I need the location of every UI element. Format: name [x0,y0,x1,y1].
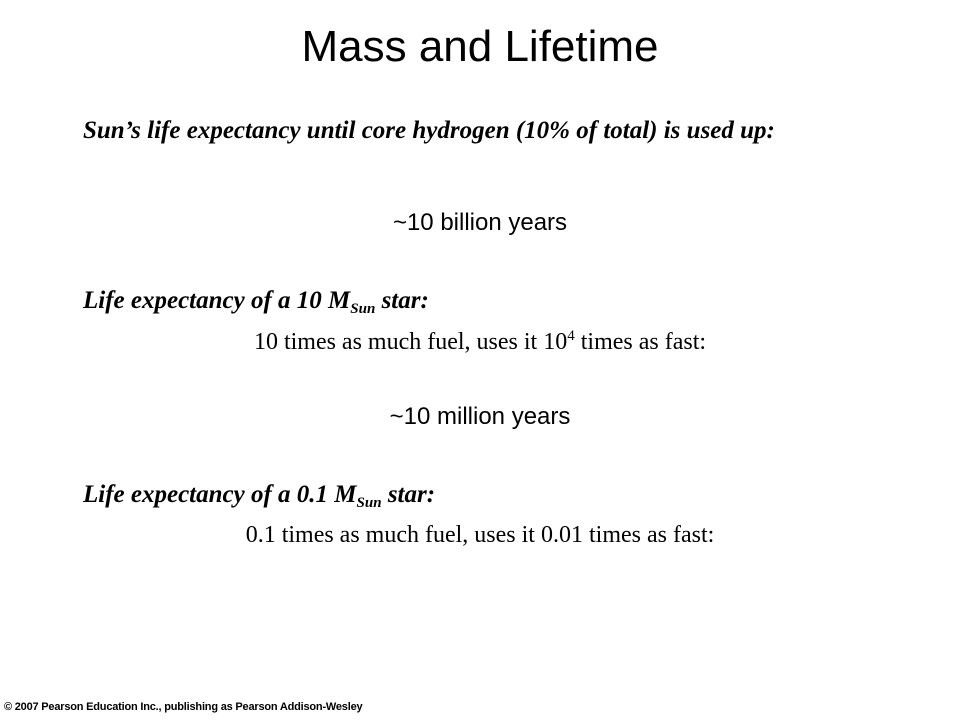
low-mass-star-heading-subscript: Sun [356,495,382,511]
low-mass-star-heading-prefix: Life expectancy of a 0.1 M [83,481,357,508]
massive-star-heading: Life expectancy of a 10 MSun star: [83,284,429,318]
low-mass-star-heading: Life expectancy of a 0.1 MSun star: [83,478,435,512]
low-mass-star-detail: 0.1 times as much fuel, uses it 0.01 tim… [245,522,715,548]
massive-star-detail-exponent: 4 [567,328,575,344]
massive-star-heading-suffix: star: [375,287,429,314]
low-mass-star-heading-suffix: star: [381,481,436,508]
sun-life-expectancy-heading: Sun’s life expectancy until core hydroge… [83,117,775,144]
massive-star-lifetime-result: ~10 million years [389,403,571,430]
copyright-notice: © 2007 Pearson Education Inc., publishin… [4,701,363,713]
massive-star-heading-prefix: Life expectancy of a 10 M [83,287,351,314]
massive-star-heading-subscript: Sun [350,301,376,317]
slide-title: Mass and Lifetime [301,22,659,71]
massive-star-detail-suffix: times as fast: [574,329,707,355]
massive-star-detail-prefix: 10 times as much fuel, uses it 10 [253,329,568,355]
massive-star-detail: 10 times as much fuel, uses it 104 times… [0,326,960,358]
sun-lifetime-result: ~10 billion years [392,209,568,236]
